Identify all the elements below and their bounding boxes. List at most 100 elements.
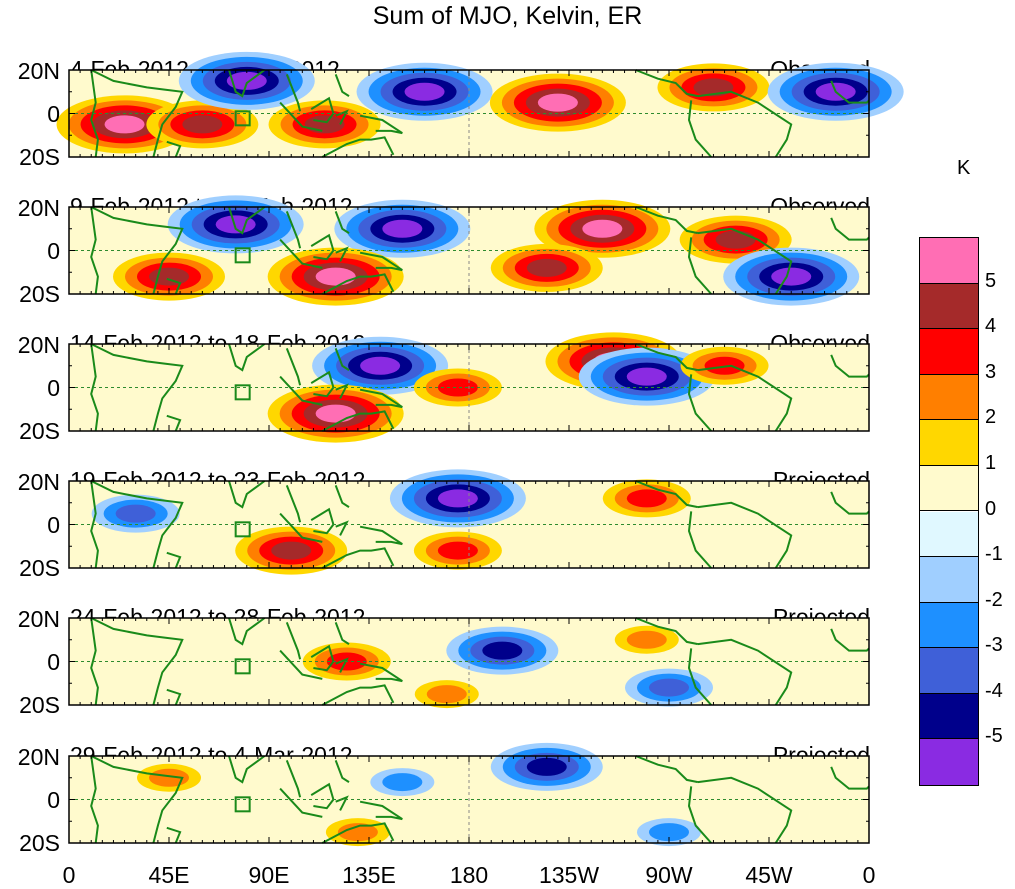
map-svg <box>56 51 904 158</box>
anomaly-feature <box>489 73 626 132</box>
x-label-45w: 45W <box>745 862 793 888</box>
coastline <box>90 755 184 844</box>
coastline <box>697 364 793 432</box>
coastline <box>285 74 302 112</box>
anomaly-feature <box>267 247 404 306</box>
coastline <box>285 348 302 386</box>
coastline <box>166 551 182 569</box>
coastline <box>279 787 323 818</box>
coastline <box>321 684 395 706</box>
coastline <box>285 622 302 660</box>
y-label-eq: 0 <box>47 512 60 538</box>
colorbar-swatch <box>920 648 978 694</box>
anomaly-contour <box>649 678 689 697</box>
coastline <box>635 755 699 784</box>
coastline <box>830 80 870 104</box>
coastline <box>830 354 870 378</box>
anomaly-contour <box>649 823 689 842</box>
coastline <box>90 617 99 706</box>
anomaly-feature <box>534 199 671 258</box>
anomaly-contour <box>337 823 378 842</box>
map-panel: 24-Feb-2012 to 28-Feb-2012 Projected 20N… <box>0 604 1015 742</box>
coastline <box>635 206 699 235</box>
map-frame <box>68 206 870 295</box>
y-label-20n: 20N <box>17 606 60 632</box>
anomaly-contour <box>104 115 145 134</box>
colorbar-label: -2 <box>985 588 1003 611</box>
y-label-eq: 0 <box>47 787 60 813</box>
map-svg <box>68 195 870 306</box>
coastline <box>635 480 699 509</box>
coastline <box>687 374 712 432</box>
figure-title: Sum of MJO, Kelvin, ER <box>372 2 643 30</box>
coastline <box>285 760 302 798</box>
anomaly-feature <box>389 469 526 528</box>
anomaly-feature <box>446 626 559 675</box>
anomaly-feature <box>235 526 348 575</box>
map-panel: 14-Feb-2012 to 18-Feb-2012 Observed 20N … <box>0 330 1015 468</box>
coastline <box>830 217 870 241</box>
anomaly-feature <box>334 199 471 258</box>
y-label-20n: 20N <box>17 195 60 221</box>
coastline <box>635 343 699 372</box>
coastline <box>285 211 302 249</box>
coastline <box>359 525 403 546</box>
anomaly-contour <box>304 115 345 134</box>
anomaly-contour <box>382 219 423 238</box>
coastline <box>321 273 395 295</box>
coastline <box>228 343 266 372</box>
colorbar-label: 2 <box>985 406 997 429</box>
colorbar-label: 5 <box>985 269 997 292</box>
coastline <box>90 755 99 844</box>
map-area <box>68 332 870 443</box>
colorbar-swatch <box>920 420 978 466</box>
coastline <box>697 776 793 844</box>
y-label-20s: 20S <box>19 418 60 444</box>
coastline <box>830 491 870 515</box>
coastline <box>279 375 323 406</box>
coastline <box>359 662 403 683</box>
coastline <box>321 410 395 432</box>
y-label-20n: 20N <box>17 58 60 84</box>
coastline <box>90 343 99 432</box>
colorbar-label: -3 <box>985 634 1003 657</box>
coastline <box>335 109 349 125</box>
coastline <box>359 251 403 272</box>
colorbar-label: -5 <box>985 725 1003 748</box>
coastline <box>359 800 403 821</box>
anomaly-feature <box>146 100 259 149</box>
coastline <box>335 795 349 811</box>
anomaly-feature <box>490 742 603 791</box>
anomaly-contour <box>626 489 667 508</box>
coastline <box>334 760 350 783</box>
y-label-20s: 20S <box>19 281 60 307</box>
y-label-20n: 20N <box>17 744 60 770</box>
coastline <box>697 501 793 569</box>
colorbar-label: -4 <box>985 679 1003 702</box>
coastline <box>228 480 266 509</box>
map-svg <box>68 332 870 443</box>
y-label-20s: 20S <box>19 144 60 170</box>
coastline <box>166 826 182 844</box>
map-frame <box>68 69 870 158</box>
coastline <box>635 69 699 98</box>
region-box <box>234 247 251 264</box>
coastline <box>359 388 403 409</box>
coastline <box>279 238 323 269</box>
coastline <box>166 140 182 158</box>
x-label-90w: 90W <box>645 862 693 888</box>
coastline <box>687 100 712 158</box>
map-panel: 29-Feb-2012 to 4-Mar-2012 Projected 20N … <box>0 742 1015 880</box>
coastline <box>335 520 349 536</box>
colorbar-swatch <box>920 602 978 649</box>
coastline <box>228 206 266 235</box>
anomaly-feature <box>356 62 493 121</box>
coastline <box>697 227 793 295</box>
coastline <box>635 617 699 646</box>
coastline <box>228 69 266 98</box>
map-area <box>56 51 904 158</box>
anomaly-contour <box>437 541 478 560</box>
coastline <box>321 822 395 844</box>
y-label-eq: 0 <box>47 649 60 675</box>
coastline <box>334 622 350 645</box>
